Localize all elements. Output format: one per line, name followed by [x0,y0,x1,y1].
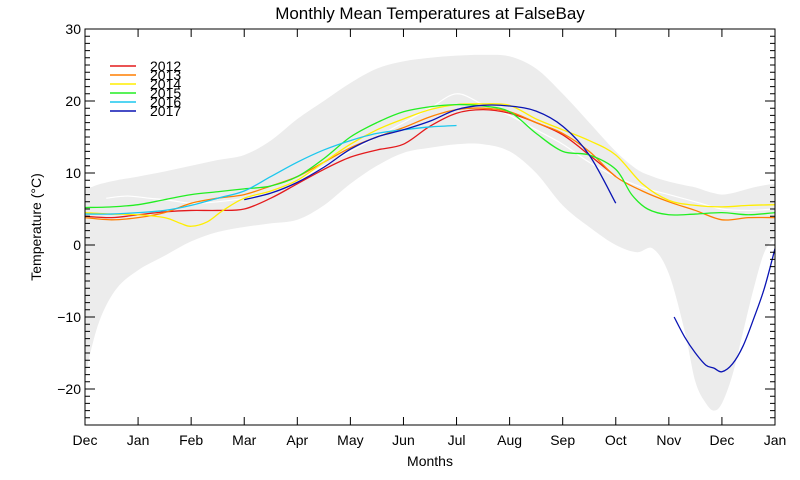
series-line-2017 [244,104,617,204]
plot-frame [84,28,776,426]
x-tick-label: Nov [656,432,681,448]
tick-labels: Dec Jan Feb Mar Apr May Jun Jul Aug Sep Oct Nov Dec J… [57,21,786,448]
x-tick-label: Jun [392,432,415,448]
legend-label-2012: 2012 [150,58,181,74]
band-layer [85,54,775,411]
series-layer [85,103,775,373]
climatology-band [85,54,775,411]
x-tick-label: Dec [73,432,98,448]
x-tick-label: Apr [286,432,308,448]
series-line-2017 [673,248,775,373]
series-line-2016 [85,124,457,215]
legend-label-2016: 2016 [150,94,181,110]
legend-label-2014: 2014 [150,76,181,92]
x-tick-label: Dec [709,432,734,448]
x-axis-title: Months [407,453,453,469]
x-tick-label: Sep [550,432,575,448]
ticks-layer [84,28,776,426]
series-line-2015 [85,103,775,216]
series-line-2014 [85,103,775,227]
y-tick-label: 10 [65,165,81,181]
x-tick-label: Mar [232,432,256,448]
y-tick-label: −10 [57,309,81,325]
y-tick-label: 20 [65,93,81,109]
x-tick-label: May [337,432,363,448]
x-tick-label: Jan [764,432,787,448]
legend-label-2015: 2015 [150,85,181,101]
axis-ticks [84,28,776,426]
y-axis-title: Temperature (°C) [28,173,44,281]
x-tick-label: Jan [127,432,150,448]
legend-label-2017: 2017 [150,103,181,119]
y-tick-label: 0 [73,237,81,253]
x-tick-label: Jul [448,432,466,448]
axes-layer [84,28,776,426]
x-tick-label: Feb [179,432,203,448]
chart-title: Monthly Mean Temperatures at FalseBay [275,4,585,23]
y-tick-label: 30 [65,21,81,37]
series-line-2013 [85,107,775,221]
x-tick-label: Aug [497,432,522,448]
legend-label-2013: 2013 [150,67,181,83]
x-tick-label: Oct [605,432,627,448]
y-tick-label: −20 [57,381,81,397]
